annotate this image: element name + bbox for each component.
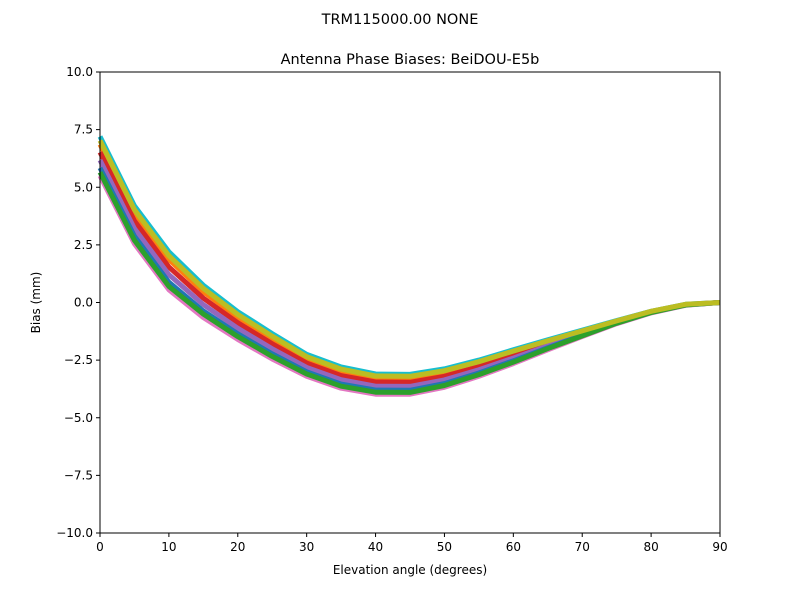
y-tick-label: 2.5 (74, 238, 93, 252)
y-tick-label: 5.0 (74, 180, 93, 194)
x-tick-label: 20 (230, 540, 245, 554)
series-line-0 (97, 135, 721, 377)
series-line-2 (97, 151, 721, 385)
y-tick-label: −7.5 (64, 468, 93, 482)
x-axis: 0 10 20 30 40 50 60 70 80 90 (96, 533, 728, 554)
x-tick-label: 0 (96, 540, 104, 554)
figure-suptitle: TRM115000.00 NONE (321, 12, 479, 28)
x-tick-label: 50 (437, 540, 452, 554)
series-line-7 (97, 139, 721, 379)
y-tick-label: −5.0 (64, 411, 93, 425)
series-line-1 (97, 143, 721, 381)
x-tick-label: 80 (643, 540, 658, 554)
chart-title: Antenna Phase Biases: BeiDOU-E5b (281, 52, 540, 68)
y-tick-label: 0.0 (74, 296, 93, 310)
y-tick-label: 7.5 (74, 123, 93, 137)
x-tick-label: 10 (161, 540, 176, 554)
x-tick-label: 30 (299, 540, 314, 554)
x-tick-label: 60 (506, 540, 521, 554)
x-tick-label: 70 (575, 540, 590, 554)
x-tick-label: 90 (712, 540, 727, 554)
x-tick-label: 40 (368, 540, 383, 554)
y-tick-label: −10.0 (56, 526, 93, 540)
y-tick-label: 10.0 (66, 65, 93, 79)
y-tick-label: −2.5 (64, 353, 93, 367)
series-lines (97, 135, 721, 397)
y-axis-label: Bias (mm) (29, 272, 43, 334)
y-axis: −10.0 −7.5 −5.0 −2.5 0.0 2.5 5.0 7.5 10.0 (56, 65, 100, 540)
x-axis-label: Elevation angle (degrees) (333, 563, 487, 577)
